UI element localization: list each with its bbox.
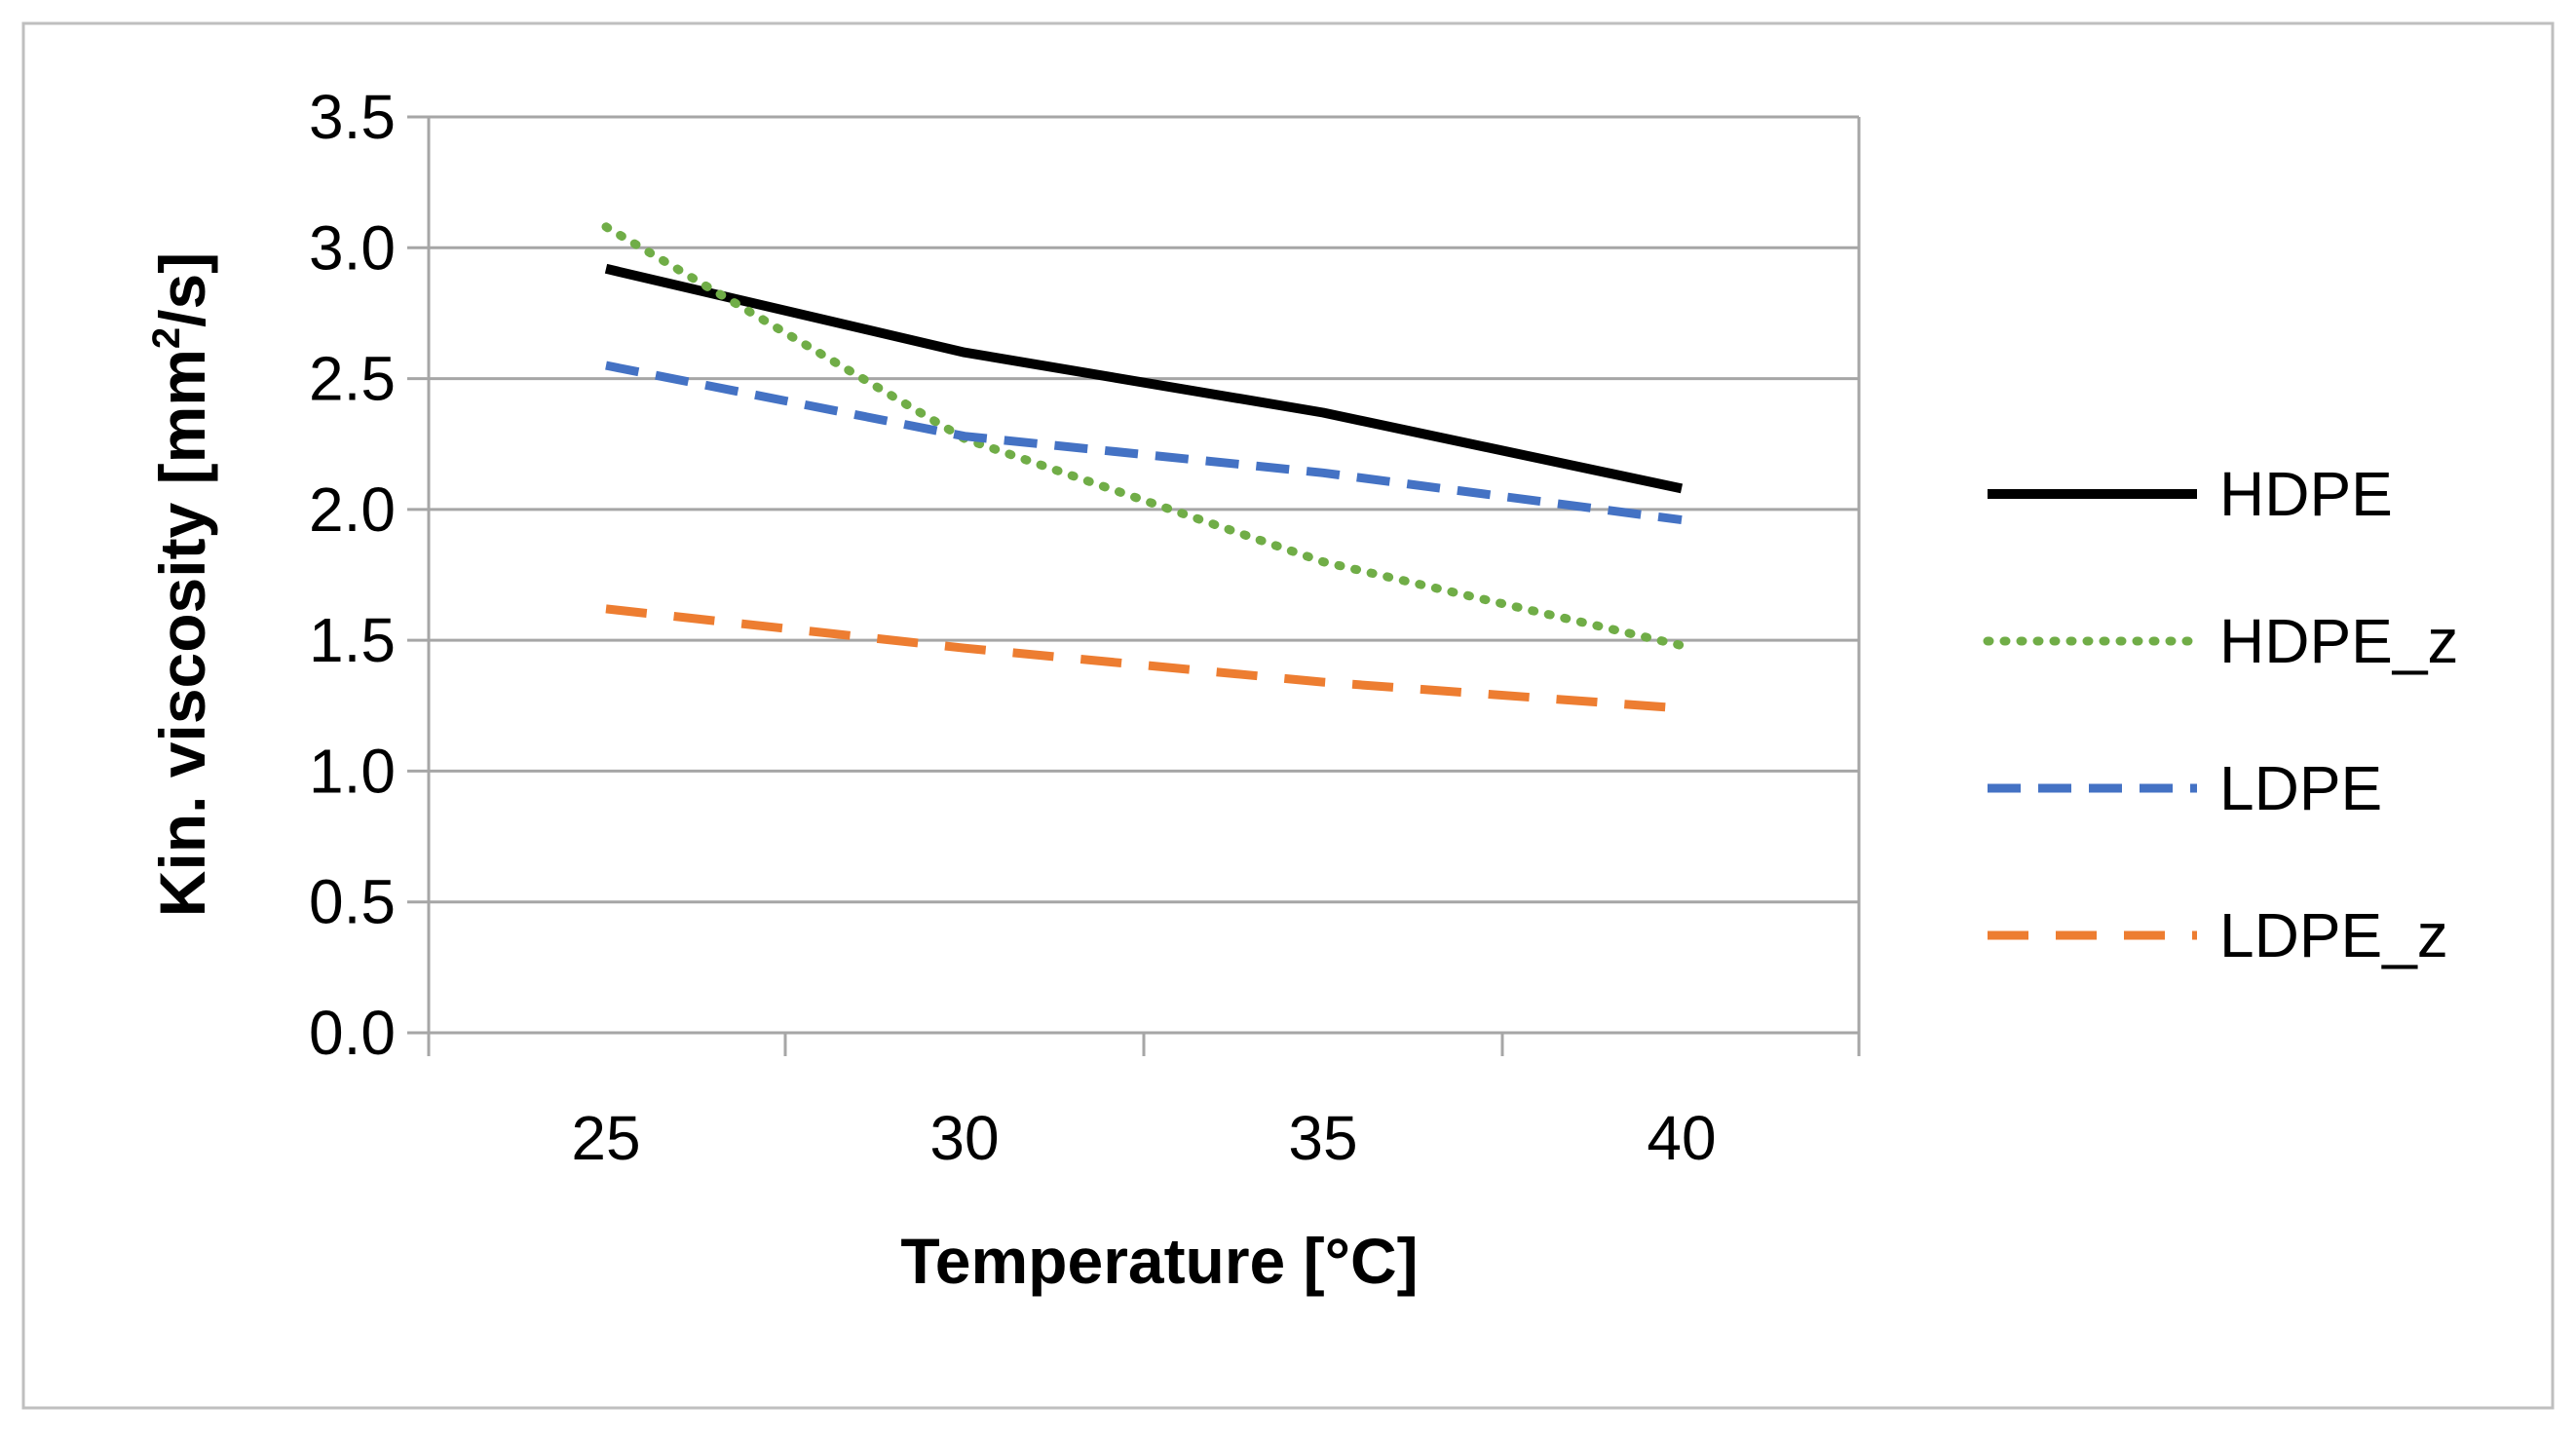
y-tick-label: 3.5 (309, 82, 396, 152)
y-tick-label: 2.0 (309, 474, 396, 545)
series-line-hdpe-z (601, 222, 1686, 650)
series-line-ldpe-z (605, 604, 1683, 713)
y-axis-title: Kin. viscosity [mm2/s] (145, 252, 218, 917)
x-tick-label: 25 (571, 1103, 640, 1173)
series-line-ldpe (605, 360, 1683, 525)
legend-label: HDPE_z (2219, 606, 2458, 676)
legend-label: HDPE (2219, 459, 2393, 529)
y-axis-title-main: Kin. viscosity [mm (146, 349, 218, 917)
y-tick-label: 3.0 (309, 212, 396, 283)
y-tick-label: 0.0 (309, 998, 396, 1068)
y-tick-label: 1.5 (309, 605, 396, 675)
x-tick-label: 35 (1288, 1103, 1357, 1173)
x-tick-label: 30 (929, 1103, 999, 1173)
x-axis-title: Temperature [°C] (900, 1225, 1418, 1297)
y-tick-label: 1.0 (309, 736, 396, 806)
legend-label: LDPE_z (2219, 900, 2448, 970)
y-tick-label: 0.5 (309, 867, 396, 937)
legend: HDPE HDPE_z LDPE LDPE_z (1983, 459, 2458, 970)
y-axis-title-unit: /s] (146, 252, 218, 327)
y-tick-label: 2.5 (309, 344, 396, 414)
y-axis-title-superscript: 2 (145, 327, 188, 349)
series-line-hdpe (604, 263, 1684, 494)
x-tick-label: 40 (1647, 1103, 1716, 1173)
legend-label: LDPE (2219, 753, 2382, 823)
chart-border (21, 21, 2555, 1410)
